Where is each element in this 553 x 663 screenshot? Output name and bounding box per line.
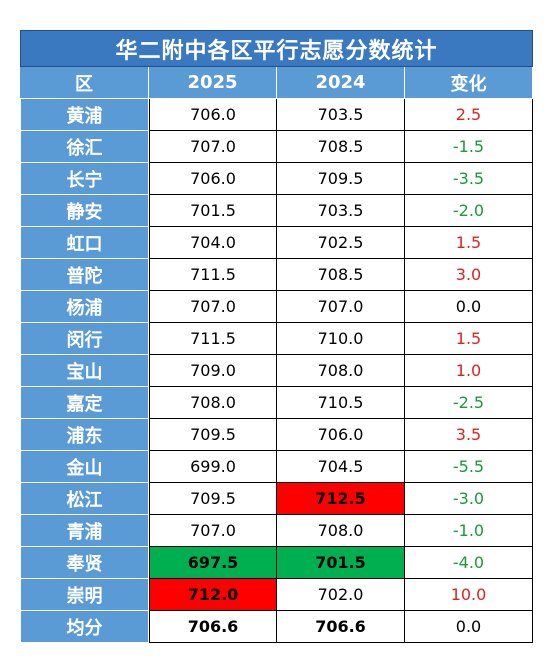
change-cell: -1.5 (405, 131, 533, 163)
score-2025-cell: 706.0 (149, 163, 277, 195)
change-cell: 3.5 (405, 419, 533, 451)
district-cell: 杨浦 (20, 291, 149, 323)
score-2024-cell: 708.5 (277, 259, 405, 291)
score-2024-cell: 708.5 (277, 131, 405, 163)
score-2024-cell: 706.0 (277, 419, 405, 451)
score-2024-cell: 710.0 (277, 323, 405, 355)
change-cell: 1.5 (405, 323, 533, 355)
change-cell: 1.0 (405, 355, 533, 387)
score-2025-cell: 707.0 (149, 291, 277, 323)
table-title: 华二附中各区平行志愿分数统计 (20, 30, 533, 67)
district-cell: 青浦 (20, 515, 149, 547)
table-row: 徐汇 707.0 708.5 -1.5 (20, 131, 533, 163)
table-row: 金山 699.0 704.5 -5.5 (20, 451, 533, 483)
table-row: 杨浦 707.0 707.0 0.0 (20, 291, 533, 323)
district-cell: 静安 (20, 195, 149, 227)
change-cell: -3.0 (405, 483, 533, 515)
average-change: 0.0 (405, 611, 533, 643)
score-2024-cell: 707.0 (277, 291, 405, 323)
change-cell: 10.0 (405, 579, 533, 611)
change-cell: -2.0 (405, 195, 533, 227)
score-2025-cell: 701.5 (149, 195, 277, 227)
score-2025-cell: 711.5 (149, 259, 277, 291)
table-row: 奉贤 697.5 701.5 -4.0 (20, 547, 533, 579)
score-2025-cell: 709.5 (149, 483, 277, 515)
table-row: 黄浦 706.0 703.5 2.5 (20, 99, 533, 131)
district-cell: 松江 (20, 483, 149, 515)
change-cell: 2.5 (405, 99, 533, 131)
district-cell: 普陀 (20, 259, 149, 291)
score-2024-cell: 702.0 (277, 579, 405, 611)
header-2025: 2025 (149, 67, 277, 99)
district-cell: 宝山 (20, 355, 149, 387)
table-row: 松江 709.5 712.5 -3.0 (20, 483, 533, 515)
change-cell: -3.5 (405, 163, 533, 195)
score-2024-cell: 708.0 (277, 515, 405, 547)
table-row: 浦东 709.5 706.0 3.5 (20, 419, 533, 451)
score-2025-cell: 697.5 (149, 547, 277, 579)
score-2025-cell: 708.0 (149, 387, 277, 419)
score-2025-cell: 707.0 (149, 515, 277, 547)
table-row: 静安 701.5 703.5 -2.0 (20, 195, 533, 227)
table-row: 嘉定 708.0 710.5 -2.5 (20, 387, 533, 419)
score-2025-cell: 707.0 (149, 131, 277, 163)
score-2024-cell: 709.5 (277, 163, 405, 195)
change-cell: -5.5 (405, 451, 533, 483)
district-cell: 黄浦 (20, 99, 149, 131)
district-cell: 闵行 (20, 323, 149, 355)
table-row: 普陀 711.5 708.5 3.0 (20, 259, 533, 291)
score-2024-cell: 708.0 (277, 355, 405, 387)
score-2025-cell: 699.0 (149, 451, 277, 483)
change-cell: 3.0 (405, 259, 533, 291)
score-2024-cell: 712.5 (277, 483, 405, 515)
score-2025-cell: 704.0 (149, 227, 277, 259)
score-2024-cell: 704.5 (277, 451, 405, 483)
score-2025-cell: 711.5 (149, 323, 277, 355)
table-row: 长宁 706.0 709.5 -3.5 (20, 163, 533, 195)
district-cell: 浦东 (20, 419, 149, 451)
header-2024: 2024 (277, 67, 405, 99)
score-2024-cell: 703.5 (277, 99, 405, 131)
table-row: 闵行 711.5 710.0 1.5 (20, 323, 533, 355)
average-2024: 706.6 (277, 611, 405, 643)
header-district: 区 (20, 67, 149, 99)
district-cell: 虹口 (20, 227, 149, 259)
average-label: 均分 (20, 611, 149, 643)
score-2025-cell: 706.0 (149, 99, 277, 131)
change-cell: -4.0 (405, 547, 533, 579)
score-2025-cell: 712.0 (149, 579, 277, 611)
score-2025-cell: 709.0 (149, 355, 277, 387)
score-2025-cell: 709.5 (149, 419, 277, 451)
district-cell: 金山 (20, 451, 149, 483)
score-2024-cell: 702.5 (277, 227, 405, 259)
score-2024-cell: 701.5 (277, 547, 405, 579)
table-body: 黄浦 706.0 703.5 2.5 徐汇 707.0 708.5 -1.5 长宁 706.0 70… (20, 99, 533, 611)
average-row: 均分 706.6 706.6 0.0 (20, 611, 533, 643)
average-2025: 706.6 (149, 611, 277, 643)
score-2024-cell: 703.5 (277, 195, 405, 227)
district-cell: 崇明 (20, 579, 149, 611)
district-cell: 徐汇 (20, 131, 149, 163)
table-row: 宝山 709.0 708.0 1.0 (20, 355, 533, 387)
change-cell: 1.5 (405, 227, 533, 259)
district-cell: 奉贤 (20, 547, 149, 579)
header-change: 变化 (405, 67, 533, 99)
change-cell: -1.0 (405, 515, 533, 547)
change-cell: -2.5 (405, 387, 533, 419)
score-table: 华二附中各区平行志愿分数统计 区 2025 2024 变化 黄浦 706.0 703… (20, 30, 533, 643)
district-cell: 嘉定 (20, 387, 149, 419)
table-row: 崇明 712.0 702.0 10.0 (20, 579, 533, 611)
table-row: 青浦 707.0 708.0 -1.0 (20, 515, 533, 547)
district-cell: 长宁 (20, 163, 149, 195)
change-cell: 0.0 (405, 291, 533, 323)
table-row: 虹口 704.0 702.5 1.5 (20, 227, 533, 259)
header-row: 区 2025 2024 变化 (20, 67, 533, 99)
score-2024-cell: 710.5 (277, 387, 405, 419)
